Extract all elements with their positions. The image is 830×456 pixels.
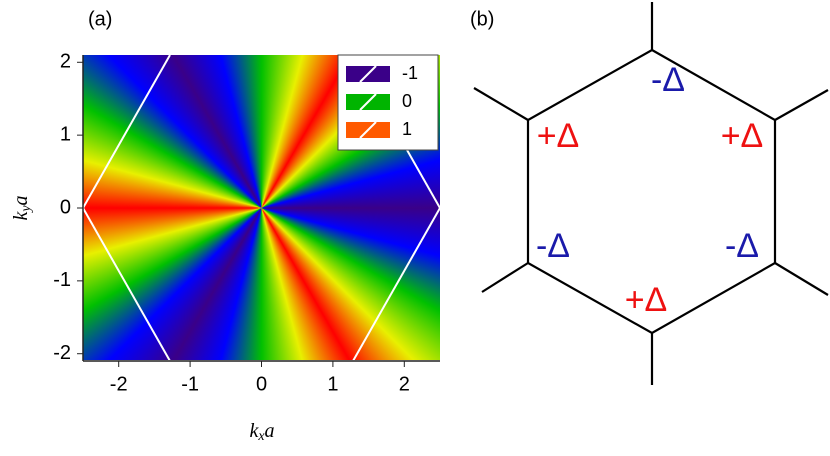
boundary-line bbox=[83, 207, 171, 360]
legend-swatch-line bbox=[359, 93, 377, 111]
order-parameter-label: +Δ bbox=[721, 117, 764, 155]
legend-label: 0 bbox=[402, 91, 412, 111]
x-tick-label: 2 bbox=[399, 373, 410, 395]
boundary-line bbox=[352, 207, 440, 360]
y-tick-label: -1 bbox=[53, 269, 71, 291]
label-rest: a bbox=[10, 195, 32, 205]
boundary-line bbox=[83, 55, 171, 209]
x-tick-label: 1 bbox=[327, 373, 338, 395]
legend-swatch-line bbox=[359, 121, 377, 139]
order-parameter-label: -Δ bbox=[651, 61, 685, 99]
label-base: k bbox=[10, 211, 32, 221]
y-tick-label: 1 bbox=[60, 123, 71, 145]
legend-label: -1 bbox=[402, 63, 418, 83]
x-tick-label: -2 bbox=[110, 373, 128, 395]
label-sub: y bbox=[19, 205, 34, 214]
y-axis-label: kya bbox=[10, 195, 35, 220]
order-parameter-label: +Δ bbox=[537, 117, 580, 155]
x-axis-label: kxa bbox=[249, 420, 274, 445]
legend: -1 0 1 bbox=[337, 54, 439, 151]
x-tick-label: -1 bbox=[181, 373, 199, 395]
label-rest: a bbox=[265, 420, 275, 442]
legend-swatch-line bbox=[359, 65, 377, 83]
order-parameter-label: +Δ bbox=[625, 281, 668, 319]
order-parameter-label: -Δ bbox=[536, 227, 570, 265]
y-tick-label: 0 bbox=[60, 196, 71, 218]
legend-label: 1 bbox=[402, 119, 412, 139]
bond bbox=[481, 262, 529, 293]
y-tick-label: 2 bbox=[60, 51, 71, 73]
order-parameter-label: -Δ bbox=[725, 227, 759, 265]
bond bbox=[774, 89, 829, 121]
bond bbox=[774, 262, 829, 296]
hexagon bbox=[473, 2, 829, 385]
panel-label: (b) bbox=[470, 8, 494, 30]
label-sub: x bbox=[257, 429, 265, 444]
bond bbox=[473, 87, 529, 121]
y-tick-label: -2 bbox=[53, 342, 71, 364]
label-base: k bbox=[249, 420, 259, 442]
panel-label: (a) bbox=[88, 8, 112, 30]
x-tick-label: 0 bbox=[256, 373, 267, 395]
